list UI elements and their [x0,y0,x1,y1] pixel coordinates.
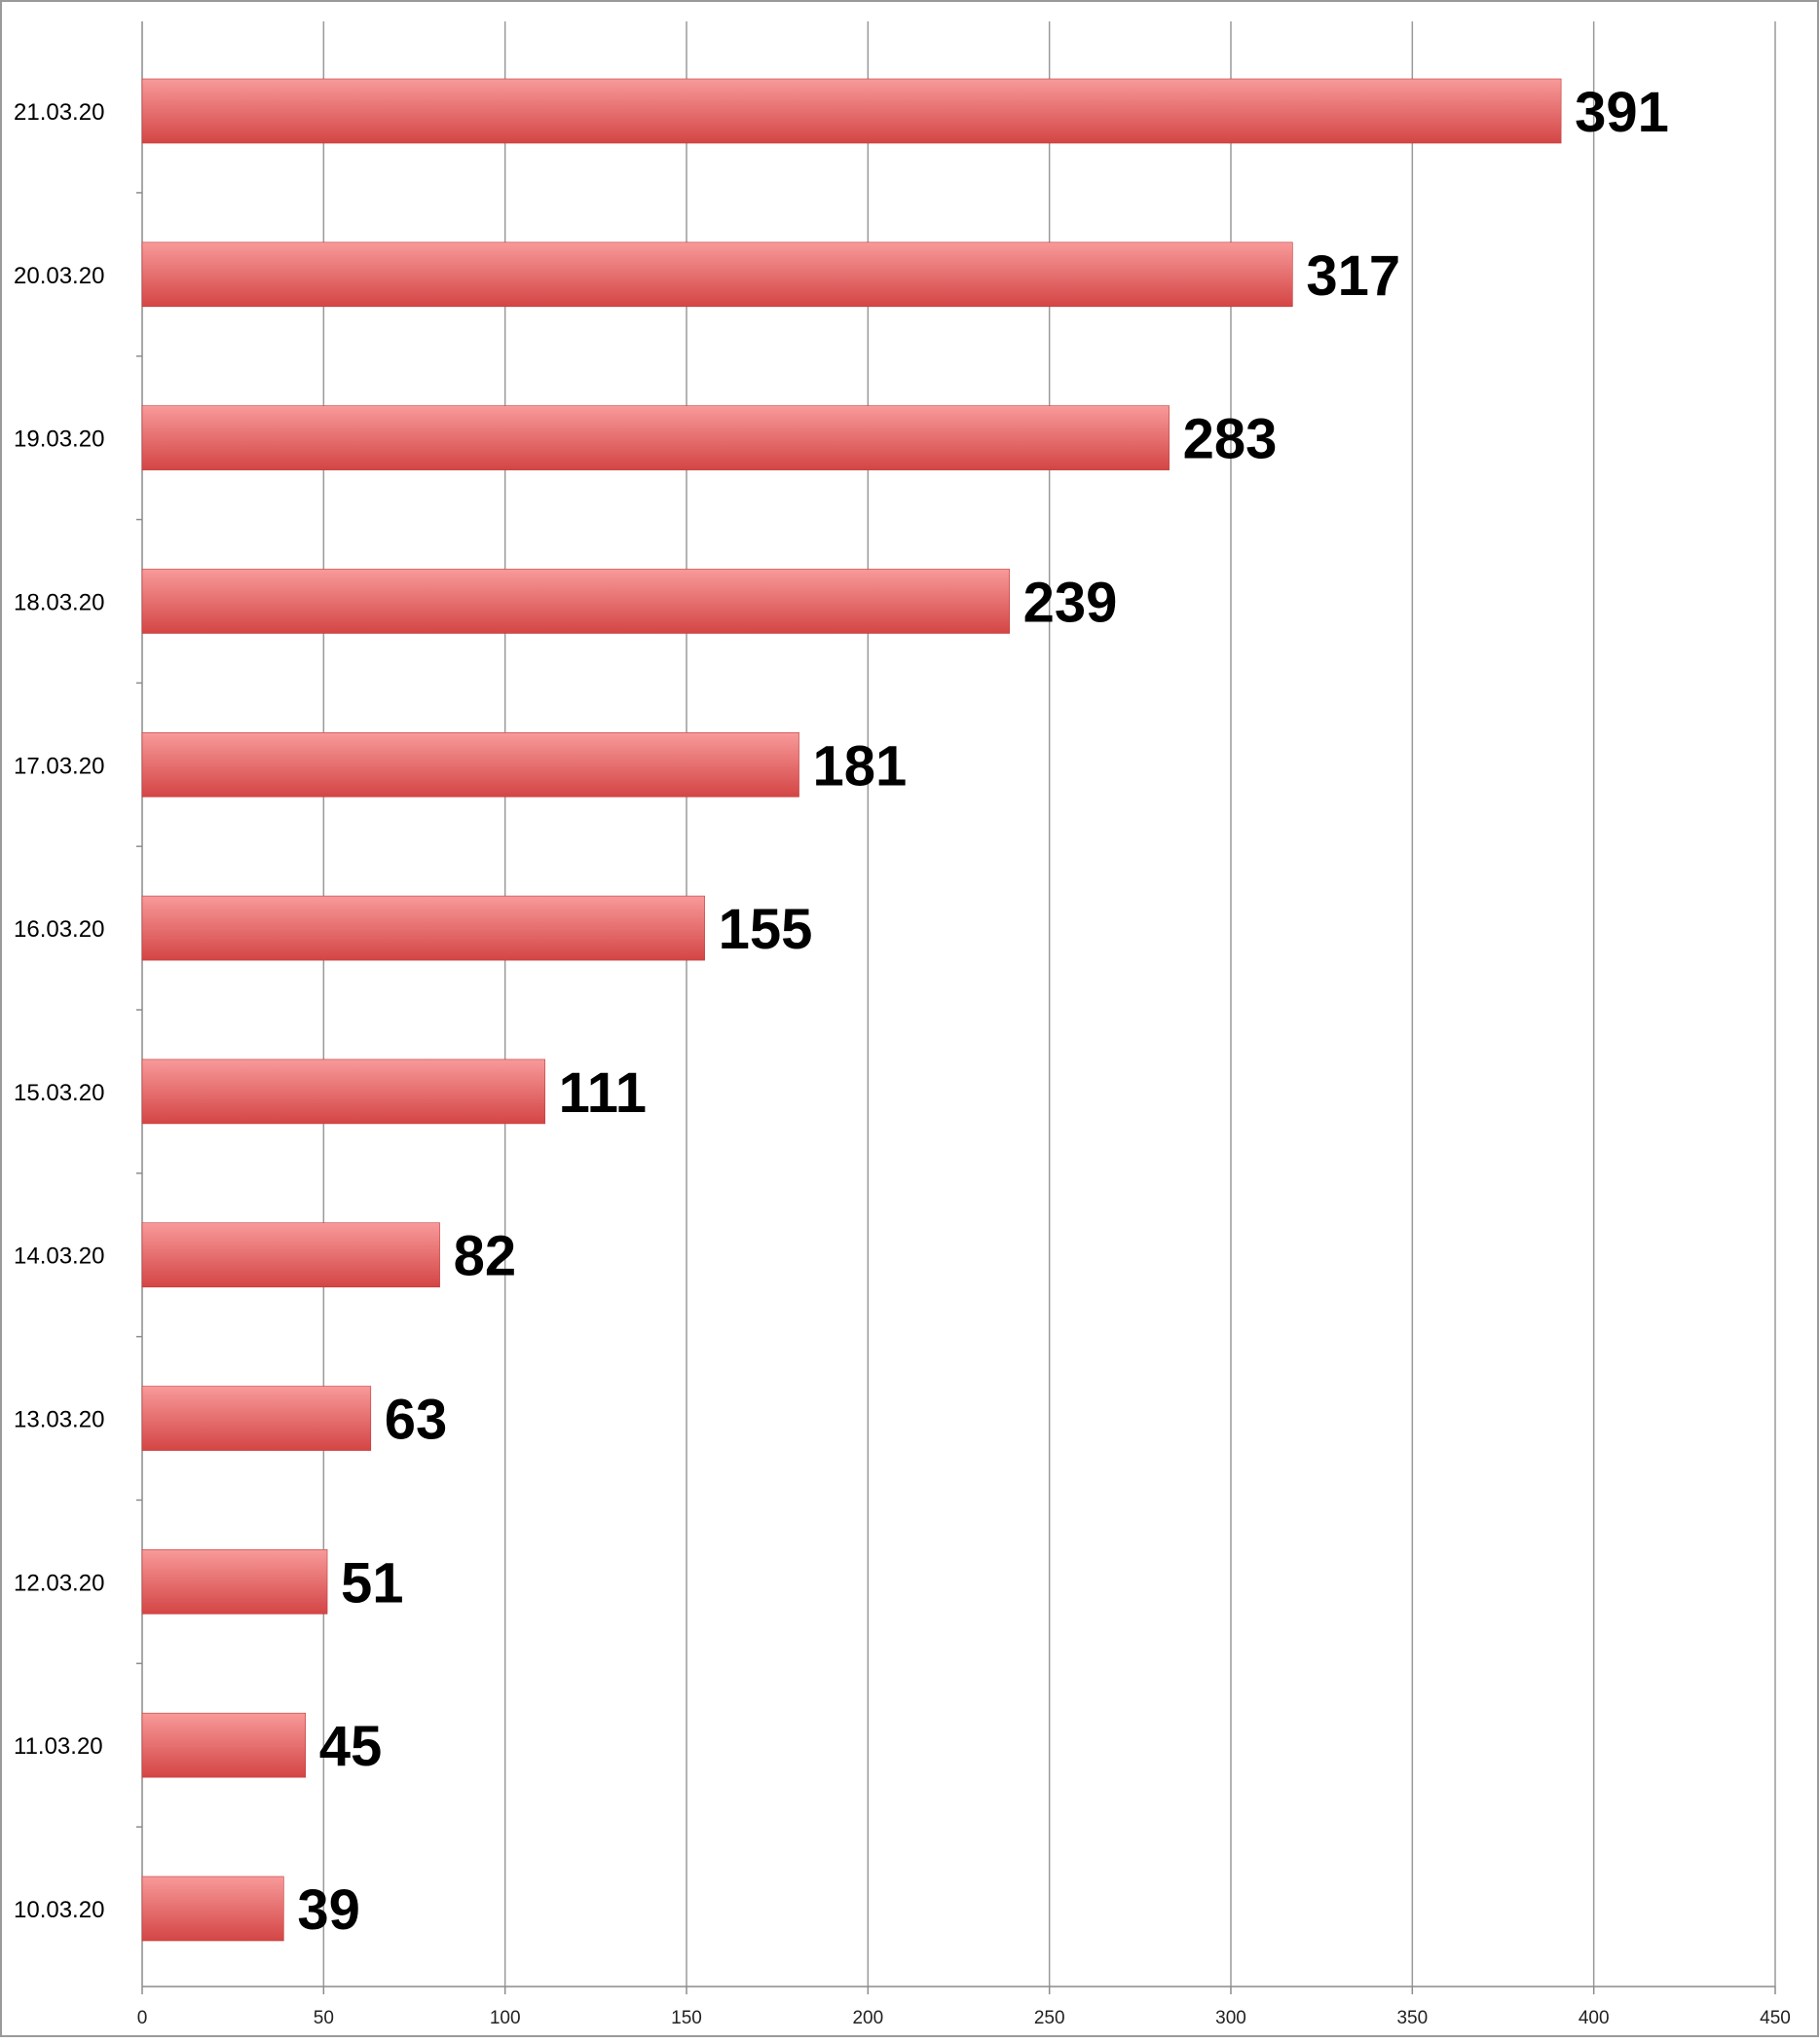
x-tick-label-450: 450 [1760,2008,1791,2028]
data-label-16.03.20: 155 [719,898,813,961]
labels: 21.03.20 391 20.03.20 317 19.03.20 283 18.03.2… [14,81,1669,1942]
bar-11.03.20 [141,1712,306,1778]
bar-16.03.20 [141,895,705,961]
x-tick-label-400: 400 [1579,2008,1610,2028]
data-label-18.03.20: 239 [1023,571,1118,634]
data-label-10.03.20: 39 [297,1878,360,1942]
data-label-20.03.20: 317 [1306,244,1400,308]
y-category-label-15.03.20: 15.03.20 [14,1080,104,1106]
data-label-17.03.20: 181 [813,734,908,798]
bar-14.03.20 [141,1222,440,1288]
y-category-label-12.03.20: 12.03.20 [14,1570,104,1596]
axes: 0 50 100 150 200 250 300 350 400 450 [136,21,1791,2028]
data-label-12.03.20: 51 [341,1551,404,1615]
data-label-21.03.20: 391 [1575,81,1669,144]
bar-17.03.20 [141,731,799,798]
bars [141,78,1562,1942]
data-label-13.03.20: 63 [385,1389,448,1452]
bar-21.03.20 [141,78,1562,144]
gridlines [322,21,1776,1987]
x-tick-label-350: 350 [1396,2008,1428,2028]
x-tick-label-100: 100 [490,2008,521,2028]
y-category-label-17.03.20: 17.03.20 [14,753,104,779]
y-category-label-21.03.20: 21.03.20 [14,99,104,126]
x-tick-label-200: 200 [852,2008,883,2028]
y-category-label-10.03.20: 10.03.20 [14,1897,104,1923]
x-tick-label-250: 250 [1034,2008,1065,2028]
x-tick-label-300: 300 [1215,2008,1246,2028]
y-category-label-13.03.20: 13.03.20 [14,1407,104,1433]
data-label-15.03.20: 111 [559,1061,647,1125]
bar-19.03.20 [141,405,1170,470]
y-category-label-14.03.20: 14.03.20 [14,1244,104,1270]
x-tick-label-150: 150 [671,2008,702,2028]
data-label-19.03.20: 283 [1183,408,1278,471]
data-label-11.03.20: 45 [319,1715,383,1778]
data-label-14.03.20: 82 [454,1225,517,1288]
y-category-label-19.03.20: 19.03.20 [14,427,104,453]
bar-12.03.20 [141,1549,328,1615]
bar-10.03.20 [141,1876,284,1942]
bar-18.03.20 [141,569,1010,634]
y-category-label-16.03.20: 16.03.20 [14,916,104,943]
x-tick-label-0: 0 [137,2008,148,2028]
x-tick-label-50: 50 [314,2008,334,2028]
bar-15.03.20 [141,1059,545,1125]
bar-20.03.20 [141,241,1293,308]
y-category-label-11.03.20: 11.03.20 [14,1733,103,1760]
bar-13.03.20 [141,1386,372,1451]
y-category-label-18.03.20: 18.03.20 [14,589,104,615]
y-category-label-20.03.20: 20.03.20 [14,263,104,289]
